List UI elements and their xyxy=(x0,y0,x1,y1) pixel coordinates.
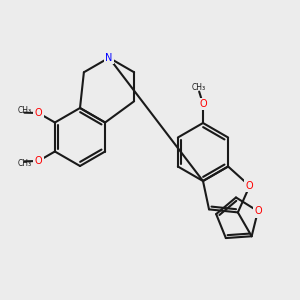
Text: O: O xyxy=(246,181,253,191)
Text: O: O xyxy=(254,206,262,216)
Text: CH₃: CH₃ xyxy=(192,83,206,92)
Text: O: O xyxy=(34,156,42,166)
Text: O: O xyxy=(199,99,207,109)
Text: O: O xyxy=(34,108,42,118)
Text: CH₃: CH₃ xyxy=(17,106,32,115)
Text: CH₃: CH₃ xyxy=(17,159,32,168)
Text: N: N xyxy=(105,53,113,63)
